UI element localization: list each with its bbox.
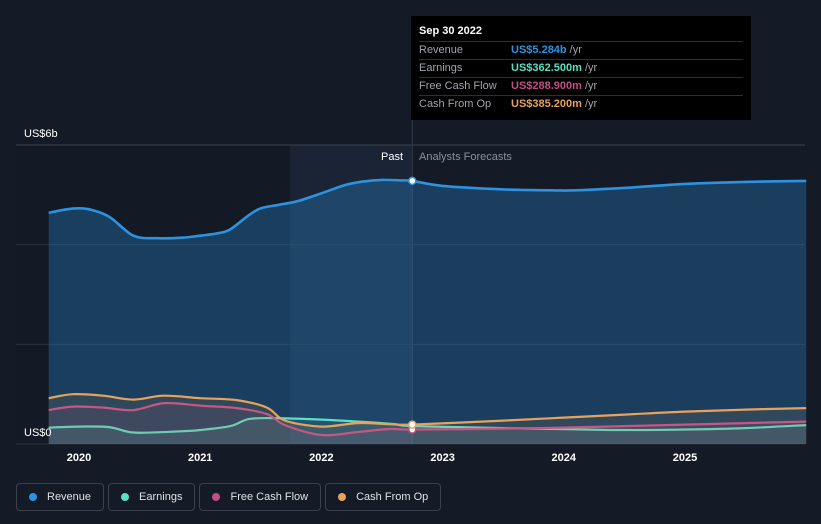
cash-from-op-marker — [408, 420, 417, 429]
earnings-line — [48, 416, 807, 434]
marker-layer — [408, 176, 417, 434]
legend-item-free-cash-flow[interactable]: Free Cash Flow — [199, 483, 322, 511]
legend-dot-icon — [121, 493, 130, 501]
legend-label: Revenue — [47, 491, 92, 503]
tooltip-row-revenue: Revenue US$5.284b/yr — [419, 41, 743, 59]
tooltip-unit: /yr — [569, 44, 582, 56]
legend-dot-icon — [29, 493, 37, 501]
tooltip-row-earnings: Earnings US$362.500m/yr — [419, 59, 743, 77]
tooltip-value: US$385.200m — [511, 98, 582, 110]
past-label: Past — [381, 151, 403, 163]
tooltip-row-cash-from-op: Cash From Op US$385.200m/yr — [419, 95, 743, 113]
tooltip-value: US$5.284b — [511, 44, 567, 56]
forecast-region — [412, 145, 805, 444]
tooltip-label: Earnings — [419, 62, 463, 74]
tooltip-unit: /yr — [584, 62, 598, 74]
legend-item-revenue[interactable]: Revenue — [16, 483, 105, 511]
y-axis-bottom-label: US$0 — [24, 427, 52, 439]
legend-label: Cash From Op — [356, 491, 429, 503]
legend-label: Free Cash Flow — [230, 491, 309, 503]
tooltip-row-free-cash-flow: Free Cash Flow US$288.900m/yr — [419, 77, 743, 95]
tooltip-unit: /yr — [584, 98, 598, 110]
forecast-label: Analysts Forecasts — [419, 151, 512, 163]
cash-from-op-area — [48, 394, 807, 444]
cash-from-op-line — [48, 393, 807, 428]
x-tick-2022: 2022 — [309, 452, 333, 464]
highlight-region — [290, 145, 413, 444]
tooltip-unit: /yr — [584, 80, 598, 92]
free-cash-flow-line — [48, 401, 807, 437]
revenue-marker — [408, 176, 417, 186]
tooltip-date: Sep 30 2022 — [419, 25, 482, 37]
legend-item-earnings[interactable]: Earnings — [108, 483, 196, 511]
tooltip: Sep 30 2022 Revenue US$5.284b/yr Earnings U… — [411, 16, 751, 120]
free-cash-flow-area — [48, 402, 807, 444]
x-axis-ticks: 2020 2021 2022 2023 2024 2025 — [67, 452, 697, 464]
tooltip-label: Cash From Op — [419, 98, 492, 110]
series-layer — [48, 178, 807, 445]
x-tick-2023: 2023 — [430, 452, 454, 464]
tooltip-rows: Revenue US$5.284b/yr Earnings US$362.500m/y… — [419, 41, 743, 113]
tooltip-label: Free Cash Flow — [419, 80, 497, 92]
tooltip-value: US$362.500m — [511, 62, 582, 74]
chart-background — [16, 145, 805, 444]
legend-label: Earnings — [139, 491, 183, 503]
x-tick-2021: 2021 — [188, 452, 212, 464]
y-axis-top-label: US$6b — [24, 128, 58, 140]
legend-item-cash-from-op[interactable]: Cash From Op — [325, 483, 442, 511]
x-tick-2020: 2020 — [67, 452, 91, 464]
x-tick-2024: 2024 — [552, 452, 577, 464]
revenue-area — [48, 179, 807, 445]
revenue-line — [48, 178, 807, 240]
legend-dot-icon — [212, 493, 221, 501]
legend: Revenue Earnings Free Cash Flow Cash From O… — [16, 483, 445, 511]
legend-dot-icon — [338, 493, 347, 501]
tooltip-value: US$288.900m — [511, 80, 582, 92]
gridlines — [16, 95, 805, 445]
tooltip-label: Revenue — [419, 44, 464, 56]
axis-labels: US$6b US$0 Past Analysts Forecasts — [24, 128, 512, 439]
x-tick-2025: 2025 — [673, 452, 697, 464]
